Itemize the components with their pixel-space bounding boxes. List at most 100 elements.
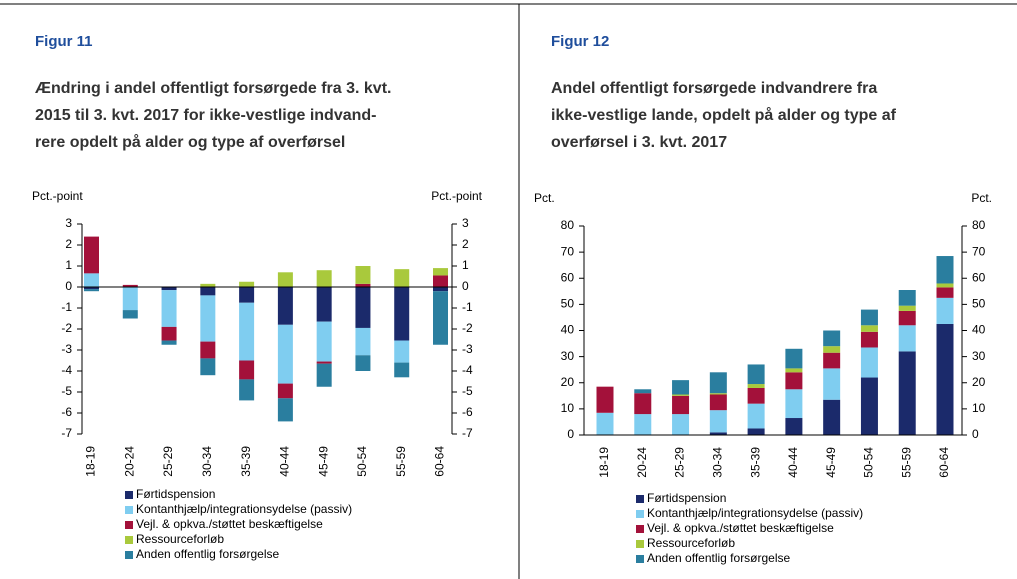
x-tick-label: 45-49 [824, 447, 838, 478]
y-tick-label: 30 [561, 349, 575, 363]
legend-label: Kontanthjælp/integrationsydelse (passiv) [136, 502, 352, 516]
bar-segment [709, 394, 727, 411]
x-tick-label: 18-19 [84, 446, 98, 477]
bar-segment [747, 428, 765, 435]
legend-swatch [125, 491, 133, 499]
y-tick-label: 0 [65, 279, 72, 293]
bar-segment [898, 310, 916, 326]
legend-swatch [125, 551, 133, 559]
chart-title: ikke-vestlige lande, opdelt på alder og … [551, 106, 897, 124]
x-tick-label: 30-34 [711, 447, 725, 478]
legend-label: Vejl. & opkva./støttet beskæftigelse [136, 517, 323, 531]
chart-title: Ændring i andel offentligt forsørgede fr… [35, 80, 391, 97]
bar-segment [709, 372, 727, 394]
bar-segment [433, 275, 448, 287]
bar-segment [785, 389, 803, 419]
bar-segment [239, 360, 255, 380]
y2-tick-label: 70 [972, 244, 986, 258]
y-tick-label: 10 [561, 401, 575, 415]
legend-swatch [125, 536, 133, 544]
bar-segment [785, 372, 803, 390]
x-tick-label: 45-49 [316, 446, 330, 477]
legend-swatch [125, 521, 133, 529]
x-tick-label: 35-39 [748, 447, 762, 478]
y-tick-label: 3 [65, 216, 72, 230]
y2-tick-label: -6 [462, 405, 473, 419]
legend-swatch [636, 510, 644, 518]
bar-segment [277, 272, 293, 287]
bar-segment [672, 395, 690, 415]
x-tick-label: 25-29 [161, 446, 175, 477]
y-axis-label: Pct.-point [32, 189, 83, 203]
x-tick-label: 60-64 [433, 446, 447, 477]
x-tick-label: 25-29 [673, 447, 687, 478]
bar-segment [747, 384, 765, 388]
bar-segment [122, 287, 138, 311]
bar-segment [316, 363, 332, 387]
bar-segment [394, 362, 410, 378]
legend-label: Ressourceforløb [647, 536, 735, 550]
bar-segment [161, 287, 177, 291]
y2-tick-label: 0 [462, 279, 469, 293]
bar-segment [747, 364, 765, 385]
legend-label: Anden offentlig forsørgelse [136, 547, 280, 561]
y2-tick-label: 2 [462, 237, 469, 251]
legend-label: Førtidspension [647, 491, 726, 505]
y-tick-label: -3 [61, 342, 72, 356]
y2-tick-label: -5 [462, 384, 473, 398]
legend-label: Ressourceforløb [136, 532, 224, 546]
legend-swatch [636, 495, 644, 503]
bar-segment [898, 305, 916, 311]
x-tick-label: 50-54 [355, 446, 369, 477]
y-tick-label: -2 [61, 321, 72, 335]
bar-segment [355, 355, 371, 371]
bar-segment [936, 287, 954, 298]
legend-label: Kontanthjælp/integrationsydelse (passiv) [647, 506, 863, 520]
bar-segment [84, 236, 99, 274]
chart-title: overførsel i 3. kvt. 2017 [551, 134, 727, 151]
bar-segment [394, 269, 410, 287]
bar-segment [672, 380, 690, 395]
bar-segment [394, 287, 410, 341]
bar-segment [355, 327, 371, 356]
bar-segment [161, 340, 177, 345]
y-tick-label: 0 [567, 427, 574, 441]
bar-segment [355, 287, 371, 328]
legend-swatch [636, 555, 644, 563]
x-tick-label: 20-24 [122, 446, 136, 477]
y2-tick-label: 40 [972, 323, 986, 337]
y2-tick-label: 80 [972, 218, 986, 232]
bar-segment [277, 287, 293, 325]
y-tick-label: 40 [561, 323, 575, 337]
bar-segment [709, 410, 727, 433]
bar-segment [672, 394, 690, 396]
bar-segment [433, 287, 448, 292]
bar-segment [316, 361, 332, 364]
bar-segment [200, 358, 216, 376]
bar-segment [122, 310, 138, 319]
bar-segment [84, 273, 99, 287]
x-tick-label: 60-64 [937, 447, 951, 478]
bar-segment [747, 387, 765, 404]
y-tick-label: 1 [65, 258, 72, 272]
bar-segment [860, 347, 878, 378]
bar-segment [239, 302, 255, 361]
x-tick-label: 55-59 [394, 446, 408, 477]
y2-tick-label: 10 [972, 401, 986, 415]
bar-segment [200, 295, 216, 342]
legend-label: Anden offentlig forsørgelse [647, 551, 791, 565]
legend-swatch [125, 506, 133, 514]
y2-tick-label: 50 [972, 297, 986, 311]
bar-segment [785, 368, 803, 373]
bar-segment [394, 340, 410, 363]
bar-segment [898, 290, 916, 306]
bar-segment [239, 379, 255, 401]
bar-segment [200, 341, 216, 359]
bar-segment [277, 324, 293, 384]
bar-segment [936, 297, 954, 324]
legend-swatch [636, 525, 644, 533]
x-tick-label: 30-34 [200, 446, 214, 477]
bar-segment [747, 403, 765, 429]
